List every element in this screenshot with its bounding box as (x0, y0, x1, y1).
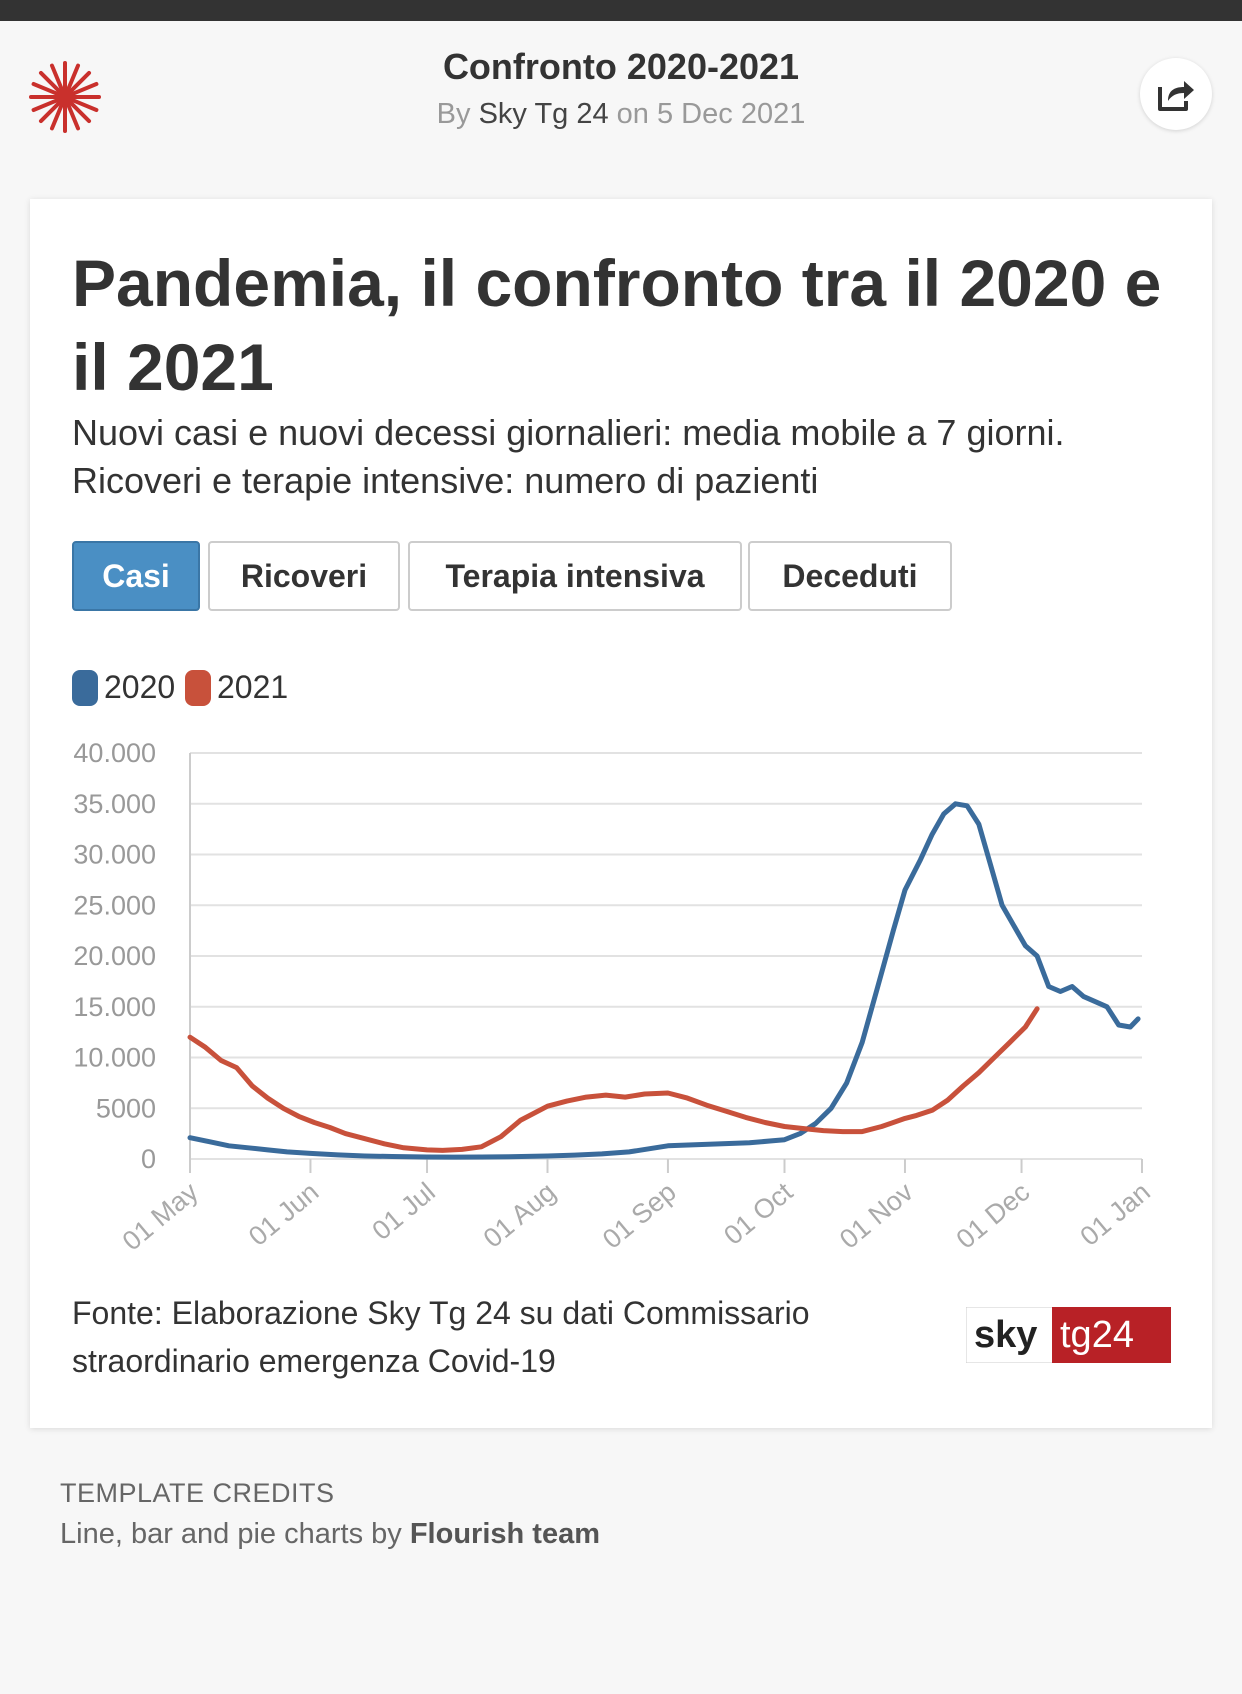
x-tick-label: 01 Aug (478, 1177, 562, 1254)
legend-label-2020: 2020 (104, 669, 176, 705)
x-tick-label: 01 May (117, 1176, 204, 1256)
y-tick-label: 20.000 (73, 941, 156, 971)
sunburst-logo-icon (29, 61, 101, 133)
legend-label-2021: 2021 (217, 669, 289, 705)
credits-heading: TEMPLATE CREDITS (60, 1478, 335, 1508)
sunburst-ray (31, 81, 60, 96)
share-icon (1158, 81, 1194, 111)
y-tick-label: 35.000 (73, 789, 156, 819)
credits-text: Line, bar and pie charts by (60, 1518, 402, 1550)
sunburst-ray (66, 63, 81, 92)
legend-item-2021[interactable]: 2021 (185, 669, 288, 706)
sunburst-ray (38, 70, 62, 94)
y-tick-label: 25.000 (73, 890, 156, 920)
brand-sky-text: sky (974, 1314, 1037, 1356)
x-tick-label: 01 Oct (718, 1176, 799, 1250)
credits-team-link[interactable]: Flourish team (409, 1518, 600, 1550)
legend-swatch-2021 (185, 669, 211, 706)
sunburst-ray (49, 102, 64, 131)
y-tick-label: 15.000 (73, 992, 156, 1022)
y-tick-label: 10.000 (73, 1043, 156, 1073)
sunburst-ray (70, 81, 99, 96)
chart-subtitle: Nuovi casi e nuovi decessi giornalieri: … (72, 409, 1192, 505)
tab-deceduti[interactable]: Deceduti (748, 541, 952, 611)
publish-date: 5 Dec 2021 (657, 98, 806, 130)
brand-tg24-text: tg24 (1060, 1314, 1134, 1356)
chart-source: Fonte: Elaborazione Sky Tg 24 su dati Co… (72, 1289, 872, 1385)
x-tick-label: 01 Jul (366, 1177, 440, 1246)
sunburst-ray (66, 102, 81, 131)
x-tick-label: 01 Jun (243, 1177, 324, 1252)
x-tick-label: 01 Sep (597, 1177, 682, 1255)
sunburst-ray (68, 70, 92, 94)
sunburst-ray (68, 100, 92, 124)
byline: By Sky Tg 24 on 5 Dec 2021 (0, 98, 1242, 131)
y-tick-label: 40.000 (73, 739, 156, 768)
x-tick-label: 01 Nov (834, 1176, 919, 1254)
legend-item-2020[interactable]: 2020 (72, 669, 175, 706)
chart-title: Pandemia, il confronto tra il 2020 e il … (72, 246, 1162, 404)
sunburst-ray (70, 98, 99, 113)
page-title: Confronto 2020-2021 (442, 46, 800, 87)
x-tick-label: 01 Dec (951, 1177, 1036, 1255)
tab-terapia-intensiva[interactable]: Terapia intensiva (408, 541, 742, 611)
line-chart: 0 5000 10.000 15.000 20.000 25.000 30.000 35.00… (73, 739, 1155, 1257)
x-tick-label: 01 Jan (1074, 1177, 1155, 1252)
chart-card: Pandemia, il confronto tra il 2020 e il … (30, 199, 1212, 1428)
date-prefix: on (616, 98, 649, 130)
legend-swatch-2020 (72, 669, 98, 706)
credits-line: Line, bar and pie charts by Flourish tea… (60, 1518, 600, 1551)
sunburst-ray (31, 98, 60, 113)
tab-ricoveri[interactable]: Ricoveri (208, 541, 400, 611)
series-line-2021[interactable] (187, 1006, 1040, 1153)
series-line-2020[interactable] (187, 801, 1141, 1160)
subtitle-line-2: Ricoveri e terapie intensive: numero di … (72, 460, 819, 501)
sky-tg24-logo: sky tg24 (966, 1307, 1171, 1363)
source-line-2: straordinario emergenza Covid-19 (72, 1343, 556, 1379)
y-tick-label: 30.000 (73, 840, 156, 870)
byline-prefix: By (436, 98, 471, 130)
y-tick-label: 5000 (96, 1093, 156, 1123)
share-button[interactable] (1140, 58, 1212, 130)
y-tick-label: 0 (141, 1144, 156, 1174)
author-link[interactable]: Sky Tg 24 (478, 98, 609, 130)
subtitle-line-1: Nuovi casi e nuovi decessi giornalieri: … (72, 412, 1065, 453)
tab-casi[interactable]: Casi (72, 541, 200, 611)
sunburst-ray (49, 63, 64, 92)
top-bar (0, 0, 1242, 21)
source-line-1: Fonte: Elaborazione Sky Tg 24 su dati Co… (72, 1295, 810, 1331)
sunburst-ray (38, 100, 62, 124)
